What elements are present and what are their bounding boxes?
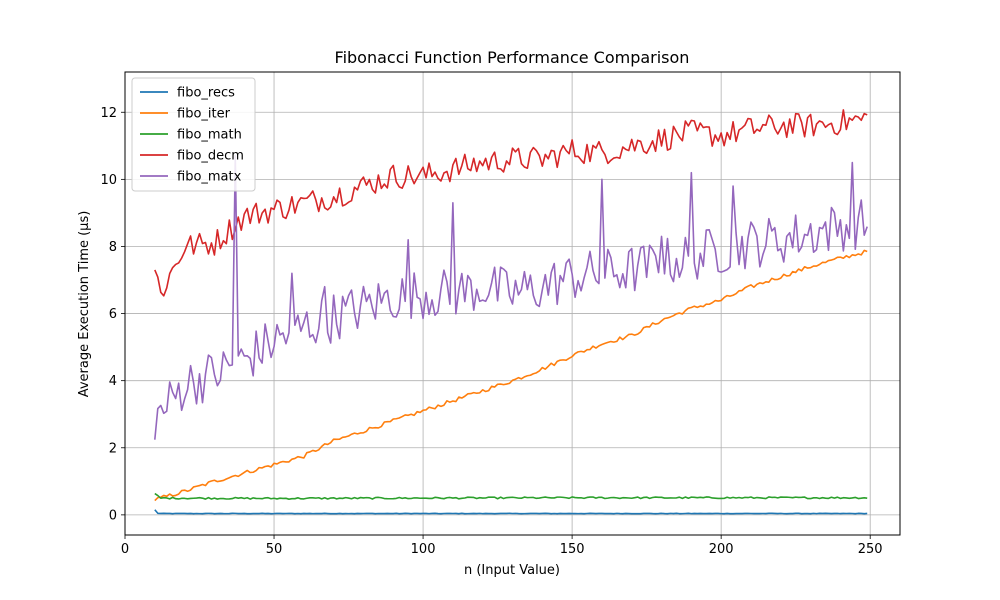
x-tick-label: 200: [709, 542, 734, 557]
x-axis-label: n (Input Value): [464, 563, 560, 578]
legend-label: fibo_matx: [177, 170, 242, 185]
y-tick-label: 2: [109, 441, 117, 456]
series-line-fibo-matx: [154, 155, 868, 440]
plot-area-frame: [124, 71, 901, 536]
chart-title: Fibonacci Function Performance Compariso…: [335, 48, 690, 67]
y-tick-label: 0: [109, 508, 117, 523]
legend-label: fibo_recs: [177, 86, 235, 101]
series-layer: [154, 109, 868, 515]
series-line-fibo-decm: [154, 109, 868, 297]
y-tick-label: 4: [109, 374, 117, 389]
y-tick-label: 6: [109, 307, 117, 322]
series-line-fibo-iter: [154, 249, 868, 502]
y-tick-label: 10: [100, 173, 117, 188]
legend-label: fibo_decm: [177, 149, 244, 164]
legend-label: fibo_math: [177, 128, 242, 143]
series-line-fibo-math: [154, 492, 868, 500]
y-axis-label: Average Execution Time (µs): [77, 211, 92, 398]
y-tick-label: 8: [109, 240, 117, 255]
tick-layer: 0 50 100 150 200 250 0 2 4 6 8 10 12: [100, 106, 882, 557]
x-tick-label: 150: [560, 542, 585, 557]
x-tick-label: 100: [411, 542, 436, 557]
y-tick-label: 12: [100, 106, 117, 121]
grid-layer: [124, 72, 900, 535]
legend-label: fibo_iter: [177, 107, 231, 122]
x-tick-label: 0: [121, 542, 129, 557]
legend-box: [131, 77, 256, 192]
legend: fibo_recs fibo_iter fibo_math fibo_decmfibo…: [131, 77, 256, 192]
x-tick-label: 50: [266, 542, 283, 557]
x-tick-label: 250: [858, 542, 883, 557]
series-line-fibo-recs: [154, 509, 868, 515]
